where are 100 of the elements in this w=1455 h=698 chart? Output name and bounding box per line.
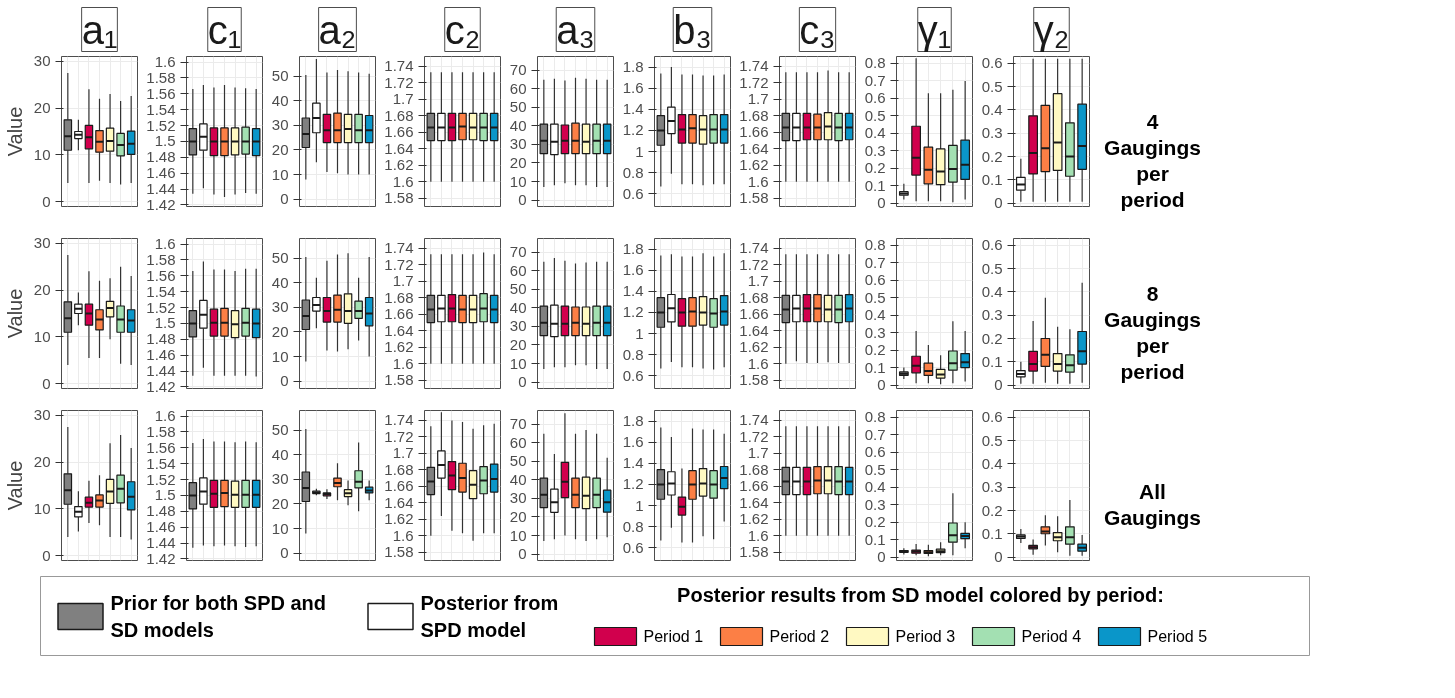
y-tick-label: 0.6 — [981, 54, 1003, 72]
y-tick-label: 1.58 — [146, 68, 176, 86]
y-tick-label: 50 — [271, 421, 289, 439]
y-tick-label: 0 — [280, 190, 289, 208]
y-tick-label: 1.62 — [384, 156, 414, 174]
y-tick-label: 10 — [509, 526, 527, 544]
y-tick-label: 1 — [635, 142, 644, 160]
y-tick-label: 40 — [509, 298, 527, 316]
y-tick-label: 1.44 — [146, 534, 176, 552]
y-tick-label: 30 — [33, 234, 51, 252]
y-tick-label: 1.7 — [747, 90, 769, 108]
y-tick-label: 1.54 — [146, 454, 176, 472]
chart-title: c₂ — [444, 7, 481, 52]
y-tick-label: 20 — [33, 453, 51, 471]
y-tick-label: 0.3 — [864, 323, 886, 341]
y-axis-title: Value — [3, 460, 26, 511]
y-tick-label: 10 — [509, 172, 527, 190]
text: 4 Gaugings per period — [1104, 108, 1201, 214]
y-tick-label: 70 — [509, 61, 527, 79]
y-tick-label: 0.6 — [981, 408, 1003, 426]
y-tick-label: 0.3 — [981, 478, 1003, 496]
y-tick-label: 10 — [271, 165, 289, 183]
y-tick-label: 0 — [42, 192, 51, 210]
y-tick-label: 1.46 — [146, 346, 176, 364]
y-tick-label: 1.8 — [622, 412, 644, 430]
y-tick-label: 1.7 — [392, 272, 414, 290]
y-tick-label: 1 — [635, 496, 644, 514]
y-tick-label: 1.74 — [384, 411, 414, 429]
y-tick-label: 30 — [271, 116, 289, 134]
y-tick-label: 1.6 — [622, 433, 644, 451]
y-tick-label: 1.58 — [739, 371, 769, 389]
y-tick-label: 0.5 — [981, 431, 1003, 449]
y-tick-label: 0.6 — [864, 271, 886, 289]
text: All Gaugings — [1104, 478, 1201, 531]
y-tick-label: 1.42 — [146, 195, 176, 213]
y-tick-label: 1.6 — [154, 235, 176, 253]
y-tick-label: 60 — [509, 433, 527, 451]
y-tick-label: 1.66 — [384, 305, 414, 323]
y-tick-label: 1.7 — [392, 444, 414, 462]
legend-label: Period 3 — [895, 628, 956, 645]
y-tick-label: 0.2 — [864, 513, 886, 531]
y-tick-label: 30 — [509, 135, 527, 153]
y-tick-label: 0.2 — [981, 329, 1003, 347]
y-tick-label: 10 — [33, 499, 51, 517]
y-tick-label: 1.7 — [747, 272, 769, 290]
y-tick-label: 1.72 — [739, 255, 769, 273]
y-tick-label: 1.56 — [146, 84, 176, 102]
y-tick-label: 0 — [518, 545, 527, 563]
y-tick-label: 20 — [33, 99, 51, 117]
y-tick-label: 1.8 — [622, 240, 644, 258]
y-tick-label: 1.46 — [146, 164, 176, 182]
y-tick-label: 1.64 — [739, 139, 769, 157]
y-tick-label: 0.4 — [981, 100, 1003, 118]
y-tick-label: 0.6 — [981, 236, 1003, 254]
y-tick-label: 0.3 — [864, 141, 886, 159]
y-tick-label: 0.5 — [864, 106, 886, 124]
chart-title: a₁ — [81, 7, 118, 52]
y-tick-label: 10 — [33, 327, 51, 345]
y-tick-label: 0 — [42, 546, 51, 564]
y-tick-label: 0.4 — [864, 478, 886, 496]
y-tick-label: 1.4 — [622, 454, 644, 472]
y-tick-label: 0.4 — [981, 282, 1003, 300]
legend-label: Posterior from SPD model — [420, 592, 559, 641]
y-tick-label: 0.5 — [864, 460, 886, 478]
y-tick-label: 1.5 — [154, 486, 176, 504]
y-tick-label: 0.8 — [864, 408, 886, 426]
y-tick-label: 0 — [518, 191, 527, 209]
y-tick-label: 0 — [877, 194, 886, 212]
y-tick-label: 1.42 — [146, 377, 176, 395]
y-tick-label: 20 — [509, 335, 527, 353]
y-tick-label: 0.6 — [622, 538, 644, 556]
y-tick-label: 1.66 — [739, 123, 769, 141]
y-tick-label: 1.7 — [392, 90, 414, 108]
chart-title: c₃ — [799, 7, 836, 52]
y-tick-label: 0.8 — [864, 236, 886, 254]
chart-title: γ₂ — [1033, 7, 1070, 52]
y-tick-label: 1.74 — [739, 411, 769, 429]
y-tick-label: 0 — [280, 372, 289, 390]
y-tick-label: 1.58 — [384, 189, 414, 207]
y-tick-label: 1.72 — [384, 427, 414, 445]
legend-label: Prior for both SPD and SD models — [110, 592, 327, 641]
y-tick-label: 1.6 — [622, 261, 644, 279]
y-tick-label: 1.52 — [146, 298, 176, 316]
y-tick-label: 50 — [509, 452, 527, 470]
y-tick-label: 0.1 — [981, 524, 1003, 542]
y-tick-label: 0.3 — [981, 306, 1003, 324]
y-tick-label: 0.1 — [864, 358, 886, 376]
chart-title: c₁ — [207, 7, 242, 52]
y-tick-label: 0.4 — [864, 124, 886, 142]
y-tick-label: 1.56 — [146, 266, 176, 284]
y-tick-label: 40 — [509, 470, 527, 488]
y-tick-label: 40 — [271, 91, 289, 109]
legend-label: Period 2 — [769, 628, 830, 645]
y-tick-label: 1.5 — [154, 314, 176, 332]
y-tick-label: 1.44 — [146, 180, 176, 198]
y-tick-label: 1.58 — [146, 422, 176, 440]
y-tick-label: 1.74 — [384, 57, 414, 75]
y-tick-label: 1.58 — [384, 543, 414, 561]
y-tick-label: 10 — [271, 347, 289, 365]
y-tick-label: 0.7 — [864, 71, 886, 89]
